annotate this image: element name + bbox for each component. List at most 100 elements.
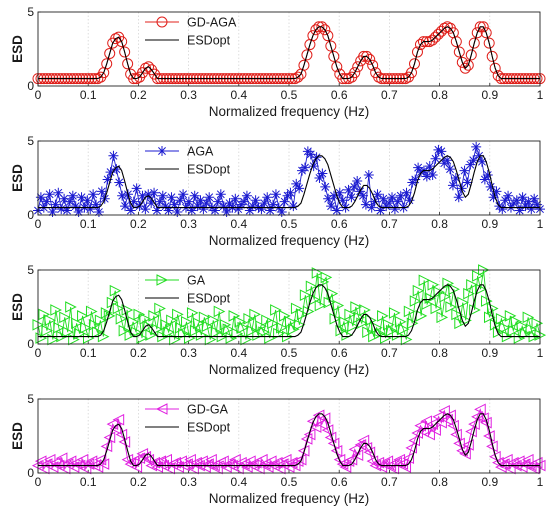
data-point <box>279 310 291 322</box>
data-point <box>181 458 193 470</box>
data-point <box>352 175 363 186</box>
x-tick-label: 0.1 <box>80 475 97 489</box>
data-point <box>526 204 537 215</box>
data-point <box>314 173 325 183</box>
data-point <box>307 30 319 42</box>
y-tick-label: 5 <box>27 5 34 19</box>
data-point <box>163 326 175 338</box>
data-point <box>517 192 528 203</box>
x-axis-label: Normalized frequency (Hz) <box>209 491 370 506</box>
data-point <box>450 173 461 183</box>
data-point <box>313 21 325 33</box>
data-point <box>399 461 412 473</box>
data-point <box>410 174 421 185</box>
data-point <box>334 187 345 198</box>
data-point <box>450 428 462 441</box>
data-point <box>384 198 395 209</box>
data-point <box>267 317 279 330</box>
data-point <box>172 207 183 218</box>
x-tick-label: 0.1 <box>80 217 97 231</box>
data-point <box>207 314 220 327</box>
legend-entry: GD-AGA <box>145 16 237 30</box>
data-point <box>160 201 171 212</box>
data-point <box>321 424 334 436</box>
data-point <box>85 455 98 467</box>
data-point <box>125 205 136 216</box>
data-point <box>160 453 172 466</box>
data-point <box>317 168 328 179</box>
data-point <box>82 195 93 206</box>
data-point <box>294 453 307 466</box>
data-point <box>239 196 250 207</box>
y-tick-label: 5 <box>27 134 34 148</box>
data-point <box>424 161 435 172</box>
data-point <box>233 204 244 215</box>
data-point <box>421 298 434 310</box>
data-point <box>234 315 247 328</box>
data-point <box>175 321 187 334</box>
data-point <box>210 326 223 338</box>
data-point <box>486 50 498 62</box>
data-point <box>484 311 496 324</box>
data-point <box>292 71 304 83</box>
data-point <box>393 453 406 466</box>
x-axis-label: Normalized frequency (Hz) <box>209 104 370 119</box>
data-point <box>255 453 268 466</box>
x-tick-label: 0.4 <box>230 475 247 489</box>
data-point <box>59 311 71 324</box>
data-point <box>276 321 288 334</box>
data-point <box>93 207 104 218</box>
x-tick-label: 0.8 <box>431 346 448 360</box>
data-point <box>483 37 495 49</box>
data-point <box>112 413 125 426</box>
data-point <box>371 321 383 334</box>
data-point <box>96 186 107 197</box>
data-point <box>224 198 235 209</box>
data-point <box>293 318 306 331</box>
data-point <box>189 190 200 201</box>
data-point <box>44 189 55 200</box>
data-point <box>201 320 214 333</box>
data-point <box>500 195 511 206</box>
data-point <box>109 284 122 297</box>
data-point <box>252 329 264 341</box>
series-GA <box>32 264 547 346</box>
data-point <box>35 332 48 344</box>
data-point <box>142 320 155 333</box>
x-tick-label: 1 <box>537 475 544 489</box>
x-tick-label: 0.6 <box>331 475 348 489</box>
x-tick-label: 1 <box>537 346 544 360</box>
data-point <box>133 308 146 321</box>
data-point <box>204 192 215 203</box>
data-point <box>228 310 241 322</box>
data-point <box>520 201 531 212</box>
data-point <box>325 40 337 52</box>
data-point <box>43 453 56 466</box>
data-point <box>388 307 401 319</box>
x-tick-label: 0.5 <box>281 217 298 231</box>
data-point <box>40 458 53 470</box>
data-point <box>525 323 538 336</box>
data-point <box>498 458 510 470</box>
data-point <box>284 315 297 328</box>
x-tick-label: 0.3 <box>180 346 197 360</box>
data-point <box>432 28 444 40</box>
data-point <box>482 170 493 181</box>
data-point <box>433 286 446 299</box>
data-point <box>47 207 58 218</box>
data-point <box>462 439 474 451</box>
data-point <box>486 302 499 315</box>
data-point <box>44 314 56 327</box>
x-tick-label: 0.8 <box>431 475 448 489</box>
data-point <box>157 190 168 201</box>
data-point <box>358 50 370 62</box>
data-point <box>315 418 328 430</box>
data-point <box>85 305 98 318</box>
data-point <box>510 315 523 328</box>
y-axis-label: ESD <box>10 164 25 192</box>
data-point <box>378 193 389 204</box>
data-point <box>420 415 432 428</box>
data-point <box>270 304 282 316</box>
data-point <box>357 190 368 201</box>
data-point <box>265 205 276 216</box>
